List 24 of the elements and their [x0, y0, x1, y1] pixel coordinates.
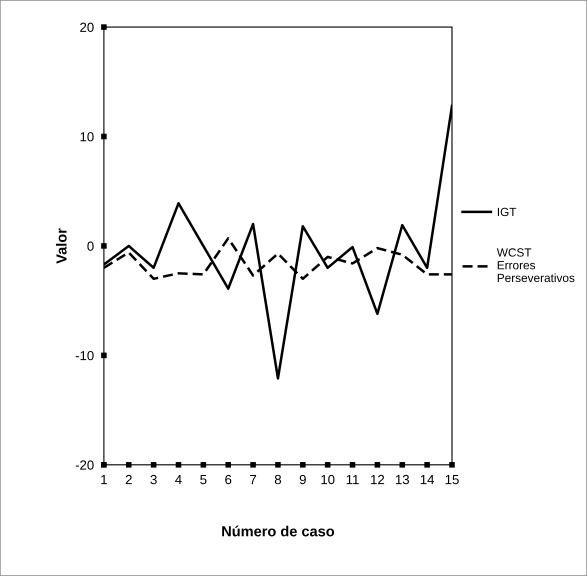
x-tick-label: 14 — [420, 475, 434, 484]
x-tick-label: 13 — [396, 474, 410, 484]
y-axis-title: Valor — [56, 228, 67, 264]
y-tick-label: -10 — [76, 350, 94, 360]
x-tick-label: 2 — [126, 474, 132, 484]
x-tick-label: 8 — [274, 474, 282, 484]
y-tick-label: 10 — [80, 132, 94, 142]
x-tick-label: 5 — [200, 475, 206, 484]
legend-label: WCST Errores Perseverativos — [496, 248, 574, 282]
y-tick-label: -20 — [76, 460, 94, 470]
x-tick-label: 15 — [446, 475, 459, 484]
x-tick-label: 4 — [175, 475, 182, 484]
legend-label: IGT — [498, 208, 516, 216]
y-tick-label: 0 — [87, 242, 94, 251]
y-tick-label: 20 — [80, 22, 94, 32]
x-tick-label: 6 — [225, 474, 232, 484]
x-tick-label: 9 — [300, 474, 306, 484]
x-tick-label: 1 — [101, 475, 107, 484]
x-tick-label: 11 — [346, 475, 359, 484]
x-tick-label: 12 — [371, 474, 384, 484]
x-axis-title: Número de caso — [222, 526, 334, 536]
x-tick-label: 3 — [150, 474, 157, 484]
x-tick-label: 10 — [321, 474, 334, 484]
x-tick-label: 7 — [250, 475, 256, 484]
